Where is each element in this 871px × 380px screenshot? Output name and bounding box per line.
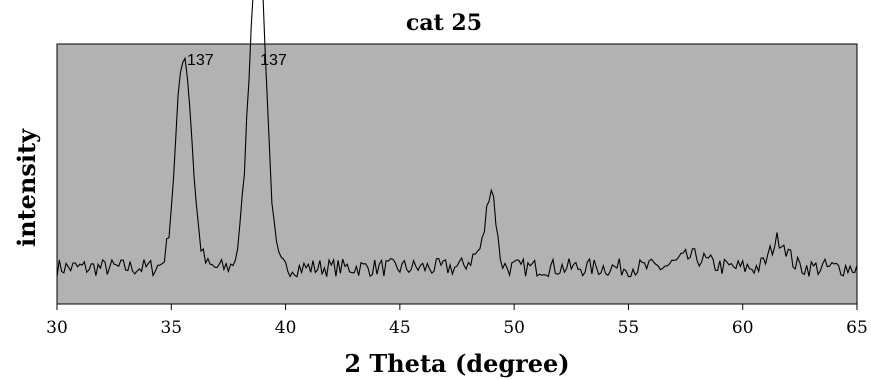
- x-tick-label: 50: [503, 318, 525, 338]
- series-group: [56, 0, 858, 278]
- x-tick-label: 65: [846, 318, 868, 338]
- series-line: [56, 0, 858, 278]
- x-tick-label: 55: [618, 318, 640, 338]
- x-tick-label: 45: [389, 318, 411, 338]
- x-ticks-group: 30 35 40 45 50 55 60 65: [46, 304, 868, 338]
- chart-title: cat 25: [406, 10, 482, 36]
- peak-annotation: 137: [260, 52, 287, 69]
- peak-annotation: 137: [187, 52, 214, 69]
- annotations-group: 137 137: [187, 52, 287, 69]
- x-tick-label: 30: [46, 318, 68, 338]
- x-tick-label: 60: [732, 318, 754, 338]
- x-tick-label: 35: [160, 318, 182, 338]
- x-tick-label: 40: [275, 318, 297, 338]
- x-axis-label: 2 Theta (degree): [344, 349, 569, 378]
- y-axis-label: intensity: [12, 128, 41, 247]
